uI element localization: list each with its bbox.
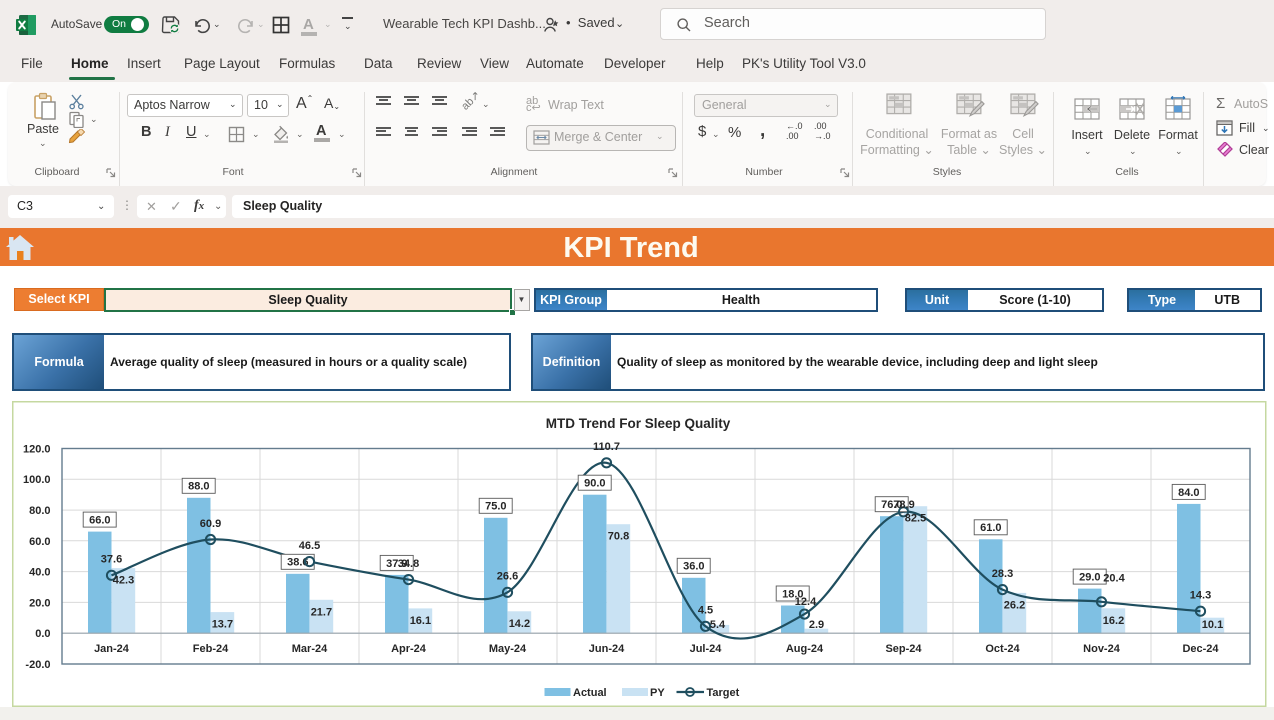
svg-text:Target: Target xyxy=(707,687,740,699)
svg-text:Actual: Actual xyxy=(573,687,607,699)
svg-text:80.0: 80.0 xyxy=(29,505,50,517)
svg-text:84.0: 84.0 xyxy=(1178,486,1199,498)
svg-text:26.2: 26.2 xyxy=(1004,599,1025,611)
svg-text:46.5: 46.5 xyxy=(299,540,320,552)
svg-text:Jul-24: Jul-24 xyxy=(690,643,723,655)
svg-text:Jan-24: Jan-24 xyxy=(94,643,130,655)
svg-text:14.3: 14.3 xyxy=(1190,589,1211,601)
svg-text:90.0: 90.0 xyxy=(584,477,605,489)
svg-text:10.1: 10.1 xyxy=(1202,619,1223,631)
svg-text:-20.0: -20.0 xyxy=(25,658,50,670)
svg-text:5.4: 5.4 xyxy=(710,619,726,631)
svg-text:Aug-24: Aug-24 xyxy=(786,643,824,655)
svg-text:26.6: 26.6 xyxy=(497,570,518,582)
svg-text:May-24: May-24 xyxy=(489,643,527,655)
svg-text:18.0: 18.0 xyxy=(782,588,803,600)
svg-text:42.3: 42.3 xyxy=(113,574,134,586)
svg-text:MTD Trend For Sleep Quality: MTD Trend For Sleep Quality xyxy=(546,416,731,431)
svg-text:20.4: 20.4 xyxy=(1103,572,1125,584)
svg-text:88.0: 88.0 xyxy=(188,480,209,492)
svg-text:60.9: 60.9 xyxy=(200,517,221,529)
svg-text:12.4: 12.4 xyxy=(795,596,817,608)
svg-text:78.9: 78.9 xyxy=(893,498,914,510)
svg-text:14.2: 14.2 xyxy=(509,617,530,629)
svg-text:100.0: 100.0 xyxy=(23,474,51,486)
svg-text:16.1: 16.1 xyxy=(410,614,431,626)
svg-text:20.0: 20.0 xyxy=(29,597,50,609)
svg-text:Nov-24: Nov-24 xyxy=(1083,643,1121,655)
svg-text:37.9: 37.9 xyxy=(386,557,407,569)
svg-text:66.0: 66.0 xyxy=(89,514,110,526)
svg-text:110.7: 110.7 xyxy=(593,441,620,453)
svg-text:2.9: 2.9 xyxy=(809,619,824,631)
svg-text:37.6: 37.6 xyxy=(101,553,122,565)
svg-text:76.0: 76.0 xyxy=(881,499,902,511)
svg-text:38.6: 38.6 xyxy=(287,556,308,568)
svg-text:0.0: 0.0 xyxy=(35,628,50,640)
svg-text:70.8: 70.8 xyxy=(608,530,629,542)
svg-text:120.0: 120.0 xyxy=(23,443,51,455)
svg-text:61.0: 61.0 xyxy=(980,522,1001,534)
svg-text:4.5: 4.5 xyxy=(698,604,713,616)
svg-text:Jun-24: Jun-24 xyxy=(589,643,625,655)
svg-text:Sep-24: Sep-24 xyxy=(885,643,922,655)
svg-text:60.0: 60.0 xyxy=(29,535,50,547)
svg-text:34.8: 34.8 xyxy=(398,558,419,570)
svg-text:Apr-24: Apr-24 xyxy=(391,643,427,655)
svg-text:13.7: 13.7 xyxy=(212,618,233,630)
svg-text:29.0: 29.0 xyxy=(1079,571,1100,583)
svg-text:Oct-24: Oct-24 xyxy=(985,643,1020,655)
svg-text:21.7: 21.7 xyxy=(311,606,332,618)
svg-text:Dec-24: Dec-24 xyxy=(1182,643,1219,655)
svg-text:36.0: 36.0 xyxy=(683,560,704,572)
svg-text:Mar-24: Mar-24 xyxy=(292,643,328,655)
svg-text:Feb-24: Feb-24 xyxy=(193,643,229,655)
svg-text:PY: PY xyxy=(650,687,665,699)
svg-text:75.0: 75.0 xyxy=(485,500,506,512)
svg-text:82.5: 82.5 xyxy=(905,512,926,524)
svg-text:40.0: 40.0 xyxy=(29,566,50,578)
svg-text:28.3: 28.3 xyxy=(992,568,1013,580)
svg-text:16.2: 16.2 xyxy=(1103,614,1124,626)
